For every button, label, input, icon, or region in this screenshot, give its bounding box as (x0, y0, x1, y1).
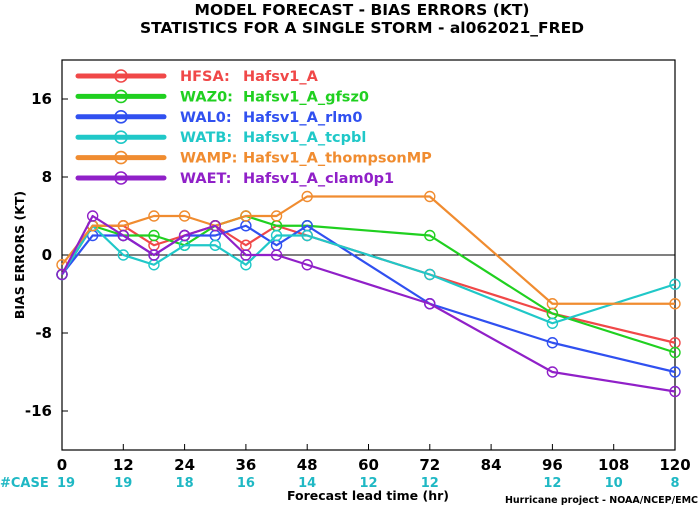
x-tick-label: 96 (542, 456, 563, 474)
y-tick-label: -16 (25, 402, 52, 420)
data-point-waz0 (148, 229, 160, 242)
data-point-waet (270, 249, 283, 261)
data-point-watb (669, 278, 681, 290)
y-tick-label: 0 (42, 246, 52, 264)
legend-name: Hafsv1_A_thompsonMP (243, 151, 432, 167)
data-point-waet (56, 268, 68, 281)
data-point-waet (148, 249, 160, 261)
series-line-wal0 (61, 224, 676, 374)
legend-code: WAMP: (180, 151, 237, 167)
data-point-watb (546, 317, 559, 329)
y-axis-label: BIAS ERRORS (KT) (12, 191, 27, 319)
series-line-watb (61, 224, 676, 325)
data-point-waet (424, 298, 436, 310)
case-count: 19 (114, 476, 132, 491)
case-count-row: #CASE 19 19 18 16 14 12 12 12 10 8 (0, 476, 680, 491)
data-point-wal0 (546, 337, 559, 349)
x-axis-ticks: 0 12 24 36 48 60 72 84 96 108 120 (57, 444, 691, 474)
y-tick-label: -8 (35, 324, 52, 342)
x-tick-label: 48 (297, 456, 318, 474)
x-tick-label: 108 (598, 456, 629, 474)
legend-name: Hafsv1_A_clam0p1 (243, 171, 394, 187)
case-count: 18 (176, 476, 194, 491)
x-tick-label: 60 (358, 456, 379, 474)
x-tick-label: 36 (235, 456, 256, 474)
data-point-wal0 (669, 366, 681, 378)
y-axis-ticks: 16 8 0 -8 -16 (25, 90, 68, 420)
case-count: 10 (605, 476, 623, 491)
case-count: 19 (57, 476, 75, 491)
legend-name: Hafsv1_A_rlm0 (243, 110, 362, 126)
x-tick-label: 0 (57, 456, 67, 474)
data-point-watb (301, 229, 313, 242)
series-layer (56, 190, 681, 398)
data-point-waet (301, 259, 313, 271)
data-point-wamp (424, 190, 436, 203)
case-count: 14 (298, 476, 316, 491)
legend-name: Hafsv1_A_tcpbl (243, 130, 366, 146)
data-point-watb (209, 239, 221, 251)
series-line-waet (61, 214, 676, 393)
x-axis-label: Forecast lead time (hr) (287, 488, 449, 503)
legend-code: WAL0: (180, 110, 232, 126)
data-point-waet (86, 210, 99, 222)
x-tick-label: 72 (419, 456, 440, 474)
data-point-waet (178, 229, 191, 242)
data-point-watb (270, 229, 283, 242)
y-tick-label: 16 (31, 90, 52, 108)
legend-name: Hafsv1_A_gfsz0 (243, 89, 369, 105)
legend-marker (114, 69, 128, 83)
x-tick-label: 24 (174, 456, 195, 474)
case-count: 12 (543, 476, 561, 491)
data-point-waet (240, 249, 252, 261)
legend-marker (114, 110, 128, 124)
x-tick-label: 12 (113, 456, 134, 474)
data-point-waet (209, 220, 221, 232)
data-point-wamp (546, 298, 559, 310)
legend-marker (114, 89, 128, 104)
data-point-waet (669, 385, 681, 398)
data-point-watb (424, 268, 436, 281)
data-point-waet (546, 366, 559, 378)
legend-code: WAET: (180, 171, 231, 187)
data-point-wamp (270, 210, 283, 222)
chart-title: MODEL FORECAST - BIAS ERRORS (KT) (195, 1, 530, 19)
case-row-label: #CASE (0, 476, 49, 491)
case-count: 12 (421, 476, 439, 491)
legend-name: Hafsv1_A (243, 69, 319, 85)
data-point-wamp (148, 210, 160, 222)
data-point-wamp (178, 210, 191, 222)
legend-code: WATB: (180, 130, 232, 146)
legend-code: WAZ0: (180, 89, 233, 105)
x-tick-label: 120 (659, 456, 690, 474)
data-point-waz0 (669, 346, 681, 359)
data-point-wamp (301, 190, 313, 203)
data-point-waz0 (424, 229, 436, 242)
data-point-wamp (669, 298, 681, 310)
case-count: 8 (670, 476, 679, 491)
legend-marker (114, 130, 128, 144)
y-tick-label: 8 (42, 168, 52, 186)
legend-marker (114, 171, 128, 185)
credit-text: Hurricane project - NOAA/NCEP/EMC (505, 495, 698, 506)
data-point-waet (117, 229, 130, 242)
legend-marker (114, 150, 128, 165)
chart-subtitle: STATISTICS FOR A SINGLE STORM - al062021… (140, 19, 584, 37)
x-tick-label: 84 (481, 456, 502, 474)
data-point-wamp (240, 210, 252, 222)
legend: HFSA: Hafsv1_A WAZ0: Hafsv1_A_gfsz0 WAL0: Haf… (75, 69, 432, 187)
data-point-watb (117, 249, 130, 261)
legend-code: HFSA: (180, 69, 230, 85)
case-count: 12 (359, 476, 377, 491)
case-count: 16 (237, 476, 255, 491)
